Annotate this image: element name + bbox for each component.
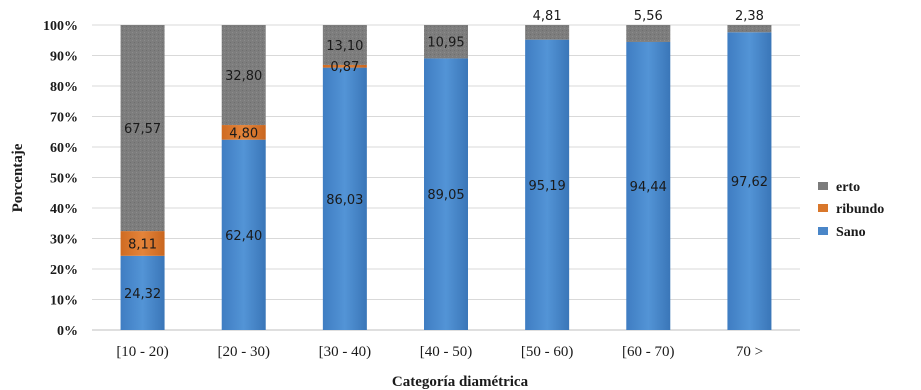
bar-segment-muerto bbox=[626, 25, 671, 42]
bar-segment-muerto bbox=[525, 25, 570, 40]
data-label: 86,03 bbox=[326, 193, 363, 208]
data-label: 0,87 bbox=[330, 60, 359, 75]
bar-segment-sano bbox=[221, 139, 266, 330]
y-tick-label: 20% bbox=[50, 263, 78, 278]
legend-label: Sano bbox=[836, 225, 866, 240]
y-tick-label: 90% bbox=[50, 50, 78, 65]
y-tick-label: 80% bbox=[50, 80, 78, 95]
bar-segment-sano bbox=[322, 67, 367, 331]
y-tick-label: 50% bbox=[50, 172, 78, 187]
bar-segment-sano bbox=[727, 32, 772, 330]
data-label: 97,62 bbox=[731, 175, 768, 190]
data-label: 32,80 bbox=[225, 69, 262, 84]
data-label: 89,05 bbox=[427, 188, 464, 203]
y-tick-label: 0% bbox=[57, 324, 78, 339]
bar-segment-sano bbox=[626, 41, 671, 330]
bar-segment-moribundo bbox=[120, 231, 165, 256]
data-label: 4,81 bbox=[533, 9, 562, 24]
x-tick-label: [40 - 50) bbox=[420, 344, 473, 360]
legend-swatch bbox=[818, 204, 828, 212]
bar-segment-muerto bbox=[727, 25, 772, 33]
data-label: 13,10 bbox=[326, 39, 363, 54]
legend-swatch bbox=[818, 182, 828, 190]
bar-segment-sano bbox=[120, 255, 165, 330]
data-label: 94,44 bbox=[630, 180, 667, 195]
x-tick-label: [50 - 60) bbox=[521, 344, 574, 360]
y-tick-label: 30% bbox=[50, 233, 78, 248]
bar-segment-sano bbox=[525, 39, 570, 330]
data-label: 95,19 bbox=[529, 179, 566, 194]
data-labels: 24,32 8,11 67,57 62,40 4,80 32,80 86,03 0,87 13,… bbox=[124, 9, 768, 302]
axes: 0% 10% 20% 30% 40% 50% 60% 70% 80% 90% 100% [10 - 2… bbox=[43, 19, 800, 360]
legend: erto ribundo Sano bbox=[818, 180, 884, 240]
y-tick-label: 70% bbox=[50, 111, 78, 126]
y-tick-label: 10% bbox=[50, 294, 78, 309]
bar-segment-muerto bbox=[322, 25, 367, 65]
legend-swatch bbox=[818, 227, 828, 235]
bar-segment-muerto bbox=[221, 25, 266, 126]
data-label: 4,80 bbox=[229, 126, 258, 141]
data-label: 8,11 bbox=[128, 237, 157, 252]
y-tick-label: 100% bbox=[43, 19, 78, 34]
x-tick-label: [30 - 40) bbox=[319, 344, 372, 360]
x-axis-title: Categoría diamétrica bbox=[392, 374, 529, 390]
x-tick-label: 70 > bbox=[736, 344, 763, 360]
bar-segment-sano bbox=[424, 58, 468, 331]
bar-segment-moribundo bbox=[221, 125, 266, 140]
bar-segment-moribundo bbox=[322, 64, 367, 68]
y-tick-label: 40% bbox=[50, 202, 78, 217]
data-label: 67,57 bbox=[124, 122, 161, 137]
bars bbox=[120, 25, 772, 331]
x-tick-label: [10 - 20) bbox=[116, 344, 169, 360]
y-axis-title: Porcentaje bbox=[10, 143, 26, 212]
x-tick-label: [60 - 70) bbox=[622, 344, 675, 360]
data-label: 2,38 bbox=[735, 9, 764, 24]
data-label: 5,56 bbox=[634, 9, 663, 24]
data-label: 62,40 bbox=[225, 229, 262, 244]
bar-segment-muerto bbox=[120, 25, 165, 232]
legend-label: erto bbox=[836, 180, 860, 195]
data-label: 24,32 bbox=[124, 287, 161, 302]
data-label: 10,95 bbox=[427, 36, 464, 51]
y-tick-label: 60% bbox=[50, 141, 78, 156]
bar-segment-muerto bbox=[424, 25, 468, 59]
legend-label: ribundo bbox=[836, 202, 884, 217]
x-tick-label: [20 - 30) bbox=[217, 344, 270, 360]
